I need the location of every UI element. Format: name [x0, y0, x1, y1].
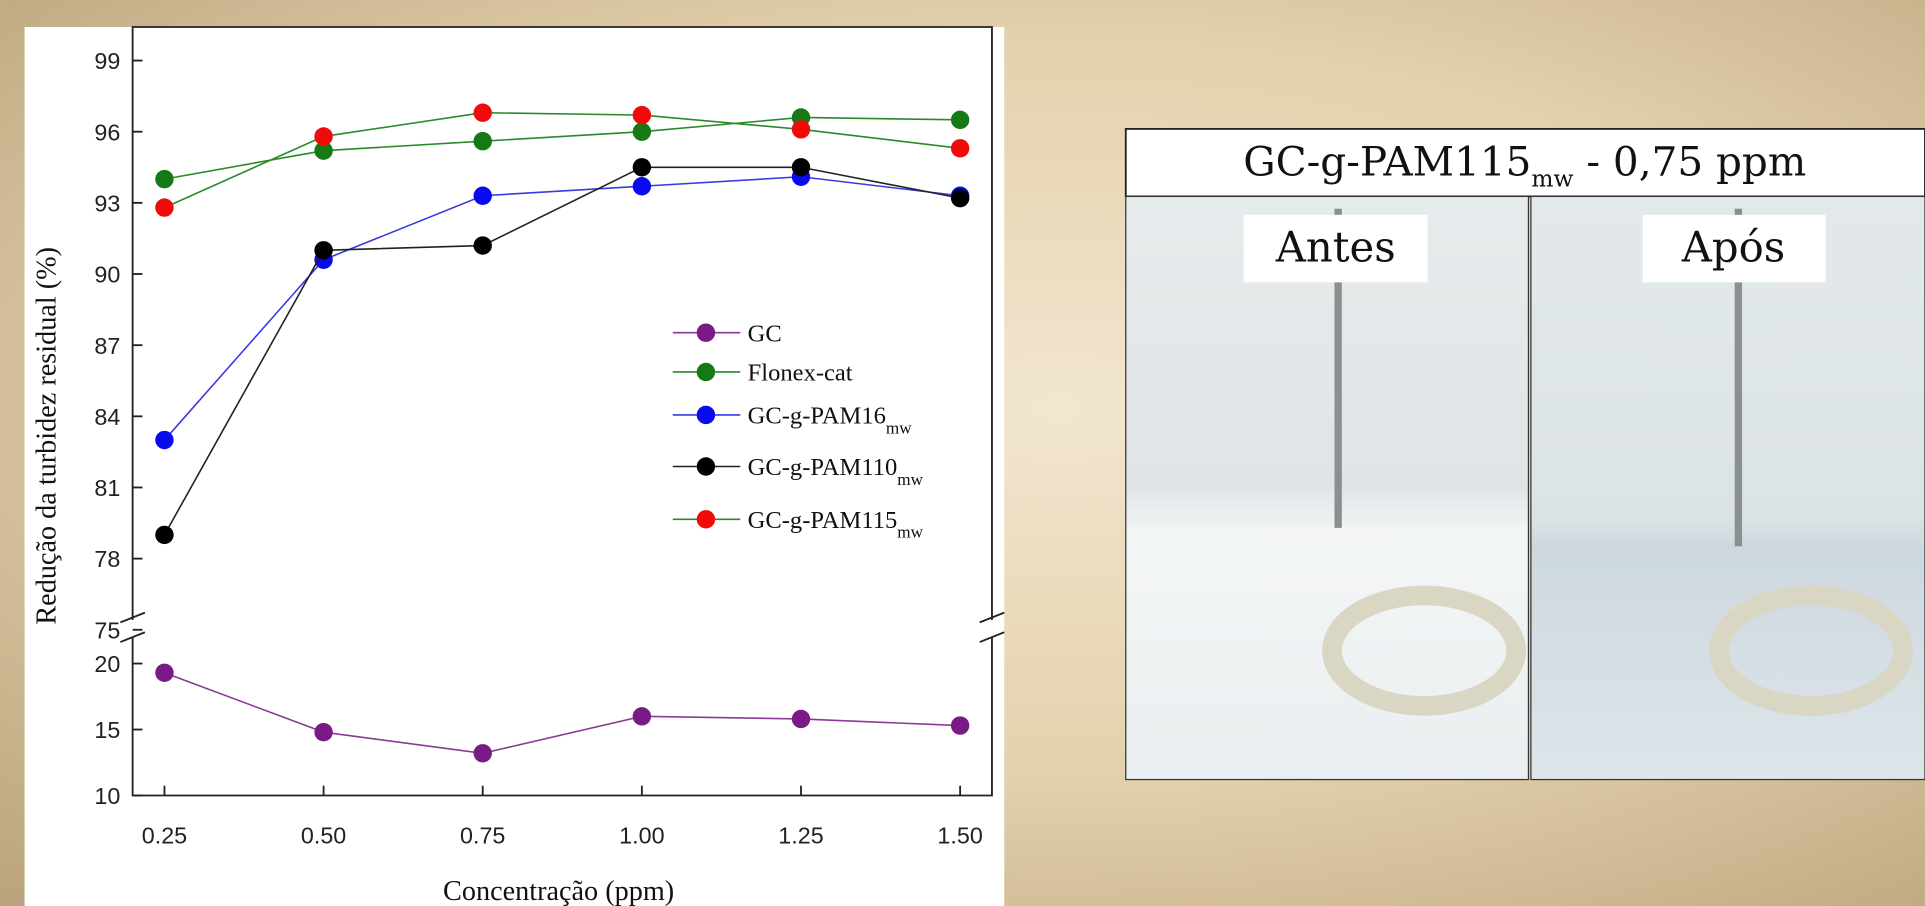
data-point — [155, 526, 173, 544]
data-point — [474, 744, 492, 762]
data-point — [474, 187, 492, 205]
data-point — [474, 104, 492, 122]
data-point — [633, 158, 651, 176]
y-tick-label: 90 — [94, 262, 120, 288]
data-point — [951, 139, 969, 157]
legend-name: GC-g-PAM110 — [748, 454, 898, 481]
data-point — [633, 177, 651, 195]
y-tick-label: 99 — [94, 48, 120, 74]
data-point — [155, 664, 173, 682]
x-tick-label: 0.25 — [142, 822, 187, 848]
legend-subscript: mw — [897, 470, 923, 489]
y-tick-label: 93 — [94, 190, 120, 216]
legend-name: GC — [748, 320, 782, 347]
x-tick-label: 0.50 — [301, 822, 346, 848]
y-tick-label: 20 — [94, 651, 120, 677]
legend-name: GC-g-PAM115 — [748, 507, 898, 534]
data-point — [155, 170, 173, 188]
figure: 75 78 81 84 87 90 93 96 99 10 15 20 0.25 0.50 0.75 1.00… — [0, 0, 1925, 906]
legend-subscript: mw — [886, 418, 912, 437]
data-point — [314, 127, 332, 145]
y-tick-label: 10 — [94, 783, 120, 809]
legend-name: GC-g-PAM16 — [748, 403, 886, 430]
data-point — [155, 431, 173, 449]
data-point — [792, 120, 810, 138]
legend-label: GC — [748, 320, 782, 347]
y-tick-label: 81 — [94, 475, 120, 501]
y-axis-label: Redução da turbidez residual (%) — [31, 247, 62, 625]
y-tick-label: 75 — [94, 617, 120, 643]
legend-label: Flonex-cat — [748, 360, 853, 387]
legend-subscript: mw — [897, 523, 923, 542]
legend-marker — [697, 406, 715, 424]
x-tick-label: 1.00 — [619, 822, 664, 848]
x-axis-label: Concentração (ppm) — [443, 876, 674, 906]
data-point — [951, 189, 969, 207]
photo-title: GC-g-PAM115mw - 0,75 ppm — [1243, 138, 1806, 193]
y-tick-label: 78 — [94, 546, 120, 572]
y-tick-label: 96 — [94, 119, 120, 145]
x-tick-label: 1.50 — [937, 822, 982, 848]
data-point — [633, 106, 651, 124]
after-label: Após — [1681, 222, 1785, 271]
data-point — [474, 132, 492, 150]
photo-panel: GC-g-PAM115mw - 0,75 ppm Antes Após — [1126, 129, 1925, 780]
before-label: Antes — [1275, 222, 1396, 271]
data-point — [474, 236, 492, 254]
data-point — [792, 158, 810, 176]
legend-name: Flonex-cat — [748, 360, 853, 387]
legend-marker — [697, 323, 715, 341]
x-tick-label: 1.25 — [778, 822, 823, 848]
y-tick-label: 84 — [94, 404, 120, 430]
legend-marker — [697, 363, 715, 381]
legend-marker — [697, 510, 715, 528]
data-point — [314, 723, 332, 741]
page: 75 78 81 84 87 90 93 96 99 10 15 20 0.25 0.50 0.75 1.00… — [0, 0, 1925, 906]
y-tick-label: 15 — [94, 717, 120, 743]
data-point — [951, 111, 969, 129]
x-tick-label: 0.75 — [460, 822, 505, 848]
y-tick-label: 87 — [94, 333, 120, 359]
data-point — [633, 122, 651, 140]
data-point — [633, 707, 651, 725]
legend-marker — [697, 457, 715, 475]
data-point — [314, 241, 332, 259]
data-point — [155, 198, 173, 216]
data-point — [792, 710, 810, 728]
data-point — [951, 716, 969, 734]
